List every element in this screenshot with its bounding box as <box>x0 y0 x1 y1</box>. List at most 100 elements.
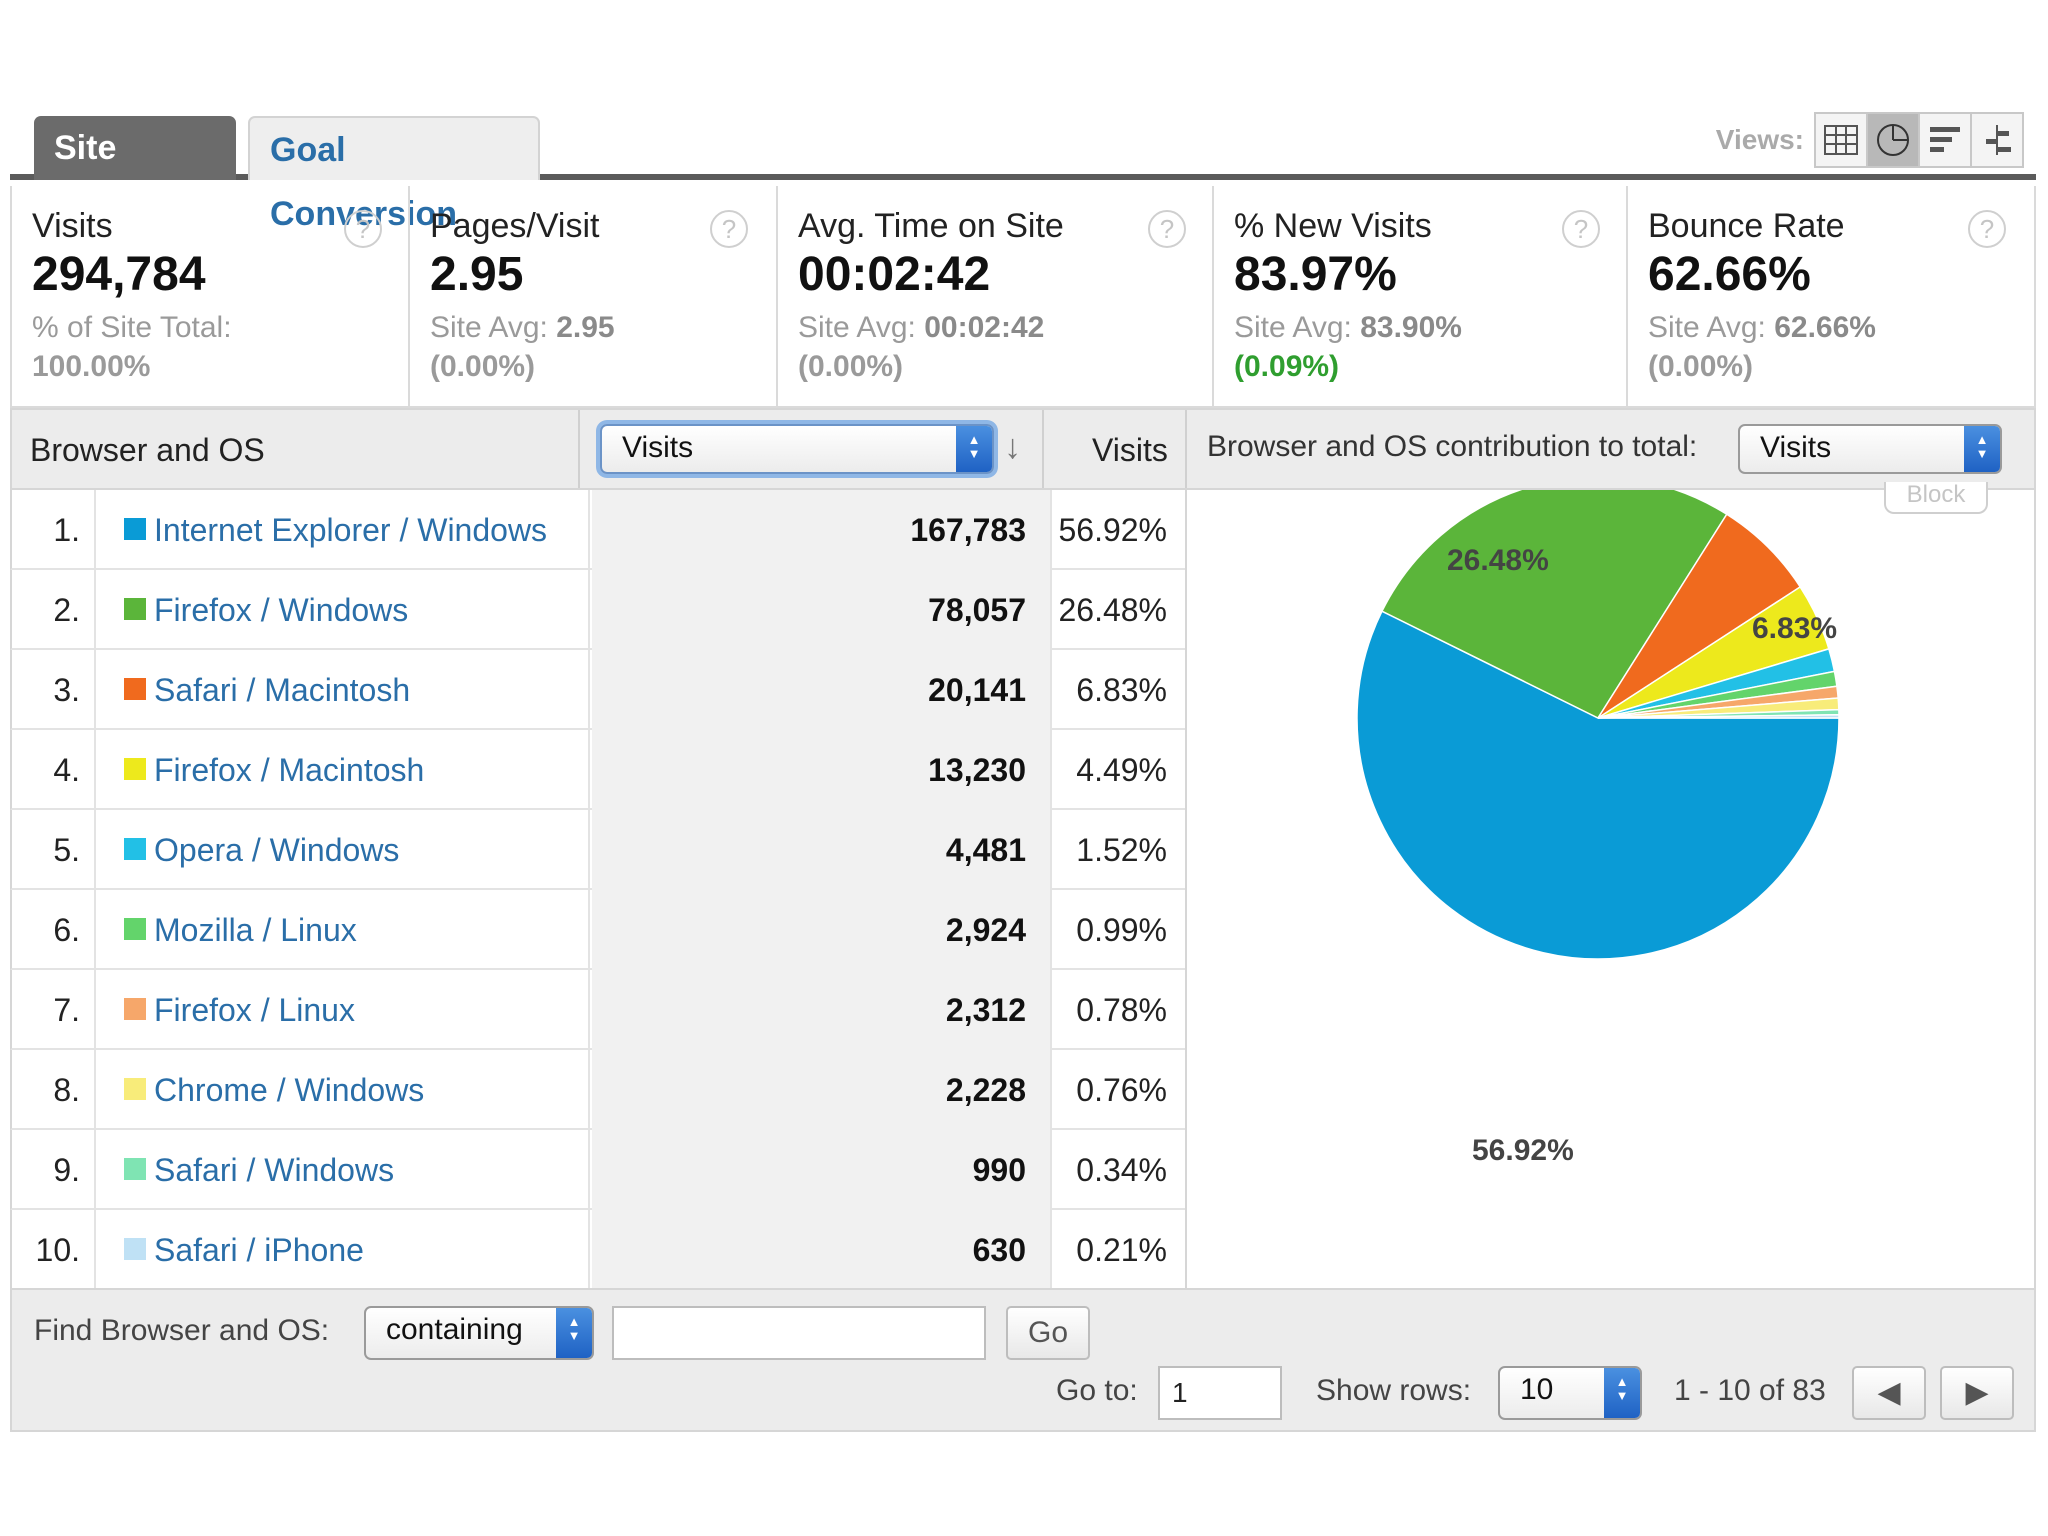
help-icon[interactable]: ? <box>1562 210 1600 248</box>
goto-input[interactable]: 1 <box>1158 1366 1282 1420</box>
metric-label: % New Visits <box>1234 207 1432 245</box>
bar-view-button[interactable] <box>1918 112 1972 168</box>
contribution-label: Browser and OS contribution to total: <box>1207 430 1698 463</box>
prev-page-button[interactable]: ◀ <box>1852 1366 1926 1420</box>
search-input[interactable] <box>612 1306 986 1360</box>
metric-site-avg: Site Avg: 00:02:42 <box>798 311 1045 344</box>
metric-site-avg: Site Avg: 62.66% <box>1648 311 1876 344</box>
pie-label-firefox-win: 56.92% <box>1472 1134 1574 1167</box>
visits-column-header[interactable]: Visits <box>1092 432 1168 468</box>
metric-value: 294,784 <box>32 248 206 301</box>
color-swatch <box>124 838 146 860</box>
go-button[interactable]: Go <box>1006 1306 1090 1360</box>
metric-label: Bounce Rate <box>1648 207 1845 245</box>
tab-site-usage[interactable]: Site Usage <box>34 116 236 231</box>
color-swatch <box>124 758 146 780</box>
block-button[interactable]: Block <box>1884 482 1988 514</box>
row-percent: 6.83% <box>1076 672 1167 708</box>
show-rows-select[interactable]: 10 ▲ ▼ <box>1498 1366 1642 1420</box>
find-label: Find Browser and OS: <box>34 1314 330 1347</box>
report-tabs: Site Usage Goal Conversion Views: <box>10 112 2036 233</box>
show-rows-value: 10 <box>1520 1373 1554 1406</box>
row-percent: 0.78% <box>1076 992 1167 1028</box>
metric-select-value: Visits <box>622 431 694 464</box>
row-visits: 2,312 <box>592 970 1052 1050</box>
row-number: 8. <box>12 1050 96 1130</box>
row-link[interactable]: Mozilla / Linux <box>98 890 590 970</box>
pie-view-button[interactable] <box>1866 112 1920 168</box>
metric-select[interactable]: Visits ▲ ▼ <box>600 424 994 474</box>
table-row: 6. Mozilla / Linux 2,924 0.99% <box>10 890 1185 970</box>
row-number: 5. <box>12 810 96 890</box>
table-row: 5. Opera / Windows 4,481 1.52% <box>10 810 1185 890</box>
contribution-select-value: Visits <box>1760 431 1832 464</box>
metric-label: Pages/Visit <box>430 207 600 245</box>
row-visits: 2,228 <box>592 1050 1052 1130</box>
row-link[interactable]: Firefox / Macintosh <box>98 730 590 810</box>
row-percent: 0.99% <box>1076 912 1167 948</box>
color-swatch <box>124 1238 146 1260</box>
pie-chart-icon <box>1877 124 1909 156</box>
row-link[interactable]: Firefox / Linux <box>98 970 590 1050</box>
filter-mode-select[interactable]: containing ▲ ▼ <box>364 1306 594 1360</box>
row-percent: 1.52% <box>1076 832 1167 868</box>
comparison-icon <box>1986 125 2011 155</box>
table-footer: Find Browser and OS: containing ▲ ▼ Go Go… <box>10 1288 2036 1432</box>
help-icon[interactable]: ? <box>344 210 382 248</box>
pie-slice[interactable] <box>1356 610 1840 960</box>
color-swatch <box>124 1078 146 1100</box>
row-link[interactable]: Firefox / Windows <box>98 570 590 650</box>
pie-slice[interactable] <box>1597 714 1840 719</box>
row-link[interactable]: Internet Explorer / Windows <box>98 490 590 570</box>
table-view-button[interactable] <box>1814 112 1868 168</box>
metric-value: 62.66% <box>1648 248 1811 301</box>
row-visits: 78,057 <box>592 570 1052 650</box>
row-percent: 0.76% <box>1076 1072 1167 1108</box>
contribution-select[interactable]: Visits ▲ ▼ <box>1738 424 2002 474</box>
table-header: Browser and OS Visits ▲ ▼ ↓ Visits Browse… <box>10 408 2036 514</box>
row-link[interactable]: Safari / iPhone <box>98 1210 590 1290</box>
row-percent: 4.49% <box>1076 752 1167 788</box>
show-rows-label: Show rows: <box>1316 1374 1472 1407</box>
metric-change: (0.09%) <box>1234 350 1340 383</box>
row-number: 10. <box>12 1210 96 1290</box>
row-number: 7. <box>12 970 96 1050</box>
metric-site-avg: Site Avg: 83.90% <box>1234 311 1462 344</box>
table-icon <box>1824 125 1858 155</box>
help-icon[interactable]: ? <box>1968 210 2006 248</box>
color-swatch <box>124 678 146 700</box>
row-percent: 0.21% <box>1076 1232 1167 1268</box>
dimension-header: Browser and OS <box>30 432 265 468</box>
row-link[interactable]: Safari / Macintosh <box>98 650 590 730</box>
row-visits: 630 <box>592 1210 1052 1290</box>
row-link[interactable]: Chrome / Windows <box>98 1050 590 1130</box>
help-icon[interactable]: ? <box>1148 210 1186 248</box>
header-divider <box>1185 410 1187 488</box>
help-icon[interactable]: ? <box>710 210 748 248</box>
metric-label: Visits <box>32 207 113 245</box>
next-page-button[interactable]: ▶ <box>1940 1366 2014 1420</box>
row-visits: 20,141 <box>592 650 1052 730</box>
sort-descending-icon[interactable]: ↓ <box>1004 428 1021 466</box>
row-link[interactable]: Opera / Windows <box>98 810 590 890</box>
pie-slice[interactable] <box>1597 513 1802 719</box>
metric-bounce-rate: Bounce Rate 62.66% Site Avg: 62.66% (0.0… <box>1628 186 2034 406</box>
row-link[interactable]: Safari / Windows <box>98 1130 590 1210</box>
chevron-left-icon: ◀ <box>1877 1376 1901 1409</box>
metric-value: 00:02:42 <box>798 248 991 301</box>
metric-site-avg: Site Avg: 2.95 <box>430 311 615 344</box>
metric-change: (0.00%) <box>798 350 904 383</box>
tab-goal-conversion[interactable]: Goal Conversion <box>248 116 540 233</box>
metric-avg-time: Avg. Time on Site 00:02:42 Site Avg: 00:… <box>778 186 1214 406</box>
scorecard: Visits 294,784 % of Site Total: 100.00% … <box>10 186 2036 408</box>
row-visits: 167,783 <box>592 490 1052 570</box>
row-number: 9. <box>12 1130 96 1210</box>
views-switcher: Views: <box>1716 112 2024 168</box>
metric-pages-visit: Pages/Visit 2.95 Site Avg: 2.95 (0.00%) … <box>410 186 778 406</box>
row-visits: 2,924 <box>592 890 1052 970</box>
select-arrows-icon: ▲ ▼ <box>956 426 992 472</box>
metric-label: Avg. Time on Site <box>798 207 1064 245</box>
comparison-view-button[interactable] <box>1970 112 2024 168</box>
header-divider <box>1042 410 1044 488</box>
filter-mode-value: containing <box>386 1313 523 1346</box>
